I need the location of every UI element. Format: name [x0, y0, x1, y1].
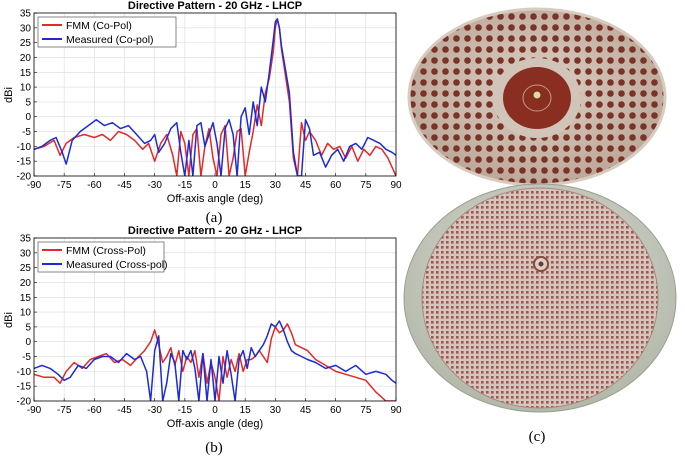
- x-tick-label: 30: [270, 405, 282, 416]
- x-tick-labels: -90 -75 -60 -45 -30 -15 0 15 30 45 60 75 90: [27, 180, 402, 191]
- y-tick-label: -15: [17, 157, 32, 168]
- y-tick-label: -5: [22, 352, 31, 363]
- photo-array-board: [403, 183, 677, 413]
- x-tick-label: 75: [360, 180, 372, 191]
- y-tick-label: 5: [25, 322, 31, 333]
- y-tick-labels: -20 -15 -10 -5 0 5 10 15 20 25 30 35: [17, 234, 32, 408]
- y-tick-label: 20: [20, 53, 32, 64]
- series-lines: [34, 320, 396, 401]
- y-axis-label: dBi: [3, 312, 15, 328]
- feed-ring: [522, 84, 552, 112]
- chart-title: Directive Pattern - 20 GHz - LHCP: [128, 0, 302, 12]
- x-axis-label: Off-axis angle (deg): [167, 193, 263, 205]
- y-tick-label: 35: [20, 9, 32, 20]
- x-tick-label: -45: [117, 405, 132, 416]
- legend: FMM (Cross-Pol) Measured (Cross-pol): [37, 241, 168, 273]
- feed-pin: [532, 90, 542, 100]
- legend-label-fmm: FMM (Cross-Pol): [66, 245, 146, 257]
- x-tick-label: -15: [178, 180, 193, 191]
- x-tick-label: 15: [240, 180, 252, 191]
- y-tick-label: -15: [17, 382, 32, 393]
- x-tick-label: -45: [117, 180, 132, 191]
- x-tick-label: 45: [300, 405, 312, 416]
- x-tick-label: -75: [57, 405, 72, 416]
- y-tick-label: 25: [20, 38, 32, 49]
- y-tick-label: -5: [22, 127, 31, 138]
- y-tick-label: -10: [17, 367, 32, 378]
- x-tick-label: 60: [330, 180, 342, 191]
- legend-box: [37, 241, 165, 273]
- y-tick-labels: -20 -15 -10 -5 0 5 10 15 20 25 30 35: [17, 9, 32, 183]
- chart-co-pol: Directive Pattern - 20 GHz - LHCP -20 -15…: [3, 0, 402, 226]
- y-axis-label: dBi: [3, 87, 15, 103]
- legend-label-measured: Measured (Cross-pol): [66, 259, 168, 271]
- y-tick-label: -20: [17, 397, 32, 408]
- y-tick-label: 10: [20, 308, 32, 319]
- series-line-measured: [34, 320, 396, 401]
- x-tick-label: -30: [147, 180, 162, 191]
- x-tick-label: -90: [27, 180, 42, 191]
- x-tick-label: 90: [390, 405, 402, 416]
- legend-label-fmm: FMM (Co-Pol): [66, 20, 132, 32]
- y-tick-label: 5: [25, 97, 31, 108]
- caption-c: (c): [529, 429, 546, 445]
- x-tick-label: -60: [87, 180, 102, 191]
- plot-frame: [33, 237, 397, 402]
- x-tick-label: 90: [390, 180, 402, 191]
- caption-b: (b): [205, 440, 223, 456]
- y-tick-label: 0: [25, 112, 31, 123]
- caption-a: (a): [206, 210, 223, 226]
- x-tick-label: -75: [57, 180, 72, 191]
- y-tick-label: -20: [17, 172, 32, 183]
- x-tick-label: 75: [360, 405, 372, 416]
- array-center-pin: [538, 261, 544, 267]
- array-edge: [421, 187, 659, 409]
- legend-box: [37, 16, 177, 48]
- x-tick-label: -90: [27, 405, 42, 416]
- y-tick-label: -10: [17, 142, 32, 153]
- x-tick-label: 0: [212, 180, 218, 191]
- y-tick-label: 0: [25, 337, 31, 348]
- photo-feed-board: [407, 7, 667, 187]
- legend: FMM (Co-Pol) Measured (Co-pol): [37, 16, 177, 48]
- y-tick-label: 15: [20, 68, 32, 79]
- x-tick-label: -30: [147, 405, 162, 416]
- plot-frame: [33, 12, 397, 177]
- series-line-measured: [34, 18, 396, 176]
- y-tick-label: 25: [20, 263, 32, 274]
- x-tick-label: 60: [330, 405, 342, 416]
- x-tick-label: -60: [87, 405, 102, 416]
- x-axis-label: Off-axis angle (deg): [167, 418, 263, 430]
- y-tick-label: 30: [20, 248, 32, 259]
- series-lines: [34, 18, 396, 176]
- legend-label-measured: Measured (Co-pol): [66, 34, 154, 46]
- x-tick-labels: -90 -75 -60 -45 -30 -15 0 15 30 45 60 75 90: [27, 405, 402, 416]
- series-line-fmm: [34, 18, 396, 176]
- y-tick-label: 20: [20, 278, 32, 289]
- y-tick-label: 35: [20, 234, 32, 245]
- x-tick-label: -15: [178, 405, 193, 416]
- x-tick-label: 15: [240, 405, 252, 416]
- chart-cross-pol: Directive Pattern - 20 GHz - LHCP -20 -15…: [3, 225, 402, 456]
- y-tick-label: 15: [20, 293, 32, 304]
- x-tick-label: 30: [270, 180, 282, 191]
- y-tick-label: 30: [20, 23, 32, 34]
- element-array: [422, 188, 658, 408]
- x-tick-label: 45: [300, 180, 312, 191]
- chart-title: Directive Pattern - 20 GHz - LHCP: [128, 225, 302, 237]
- y-tick-label: 10: [20, 83, 32, 94]
- x-tick-label: 0: [212, 405, 218, 416]
